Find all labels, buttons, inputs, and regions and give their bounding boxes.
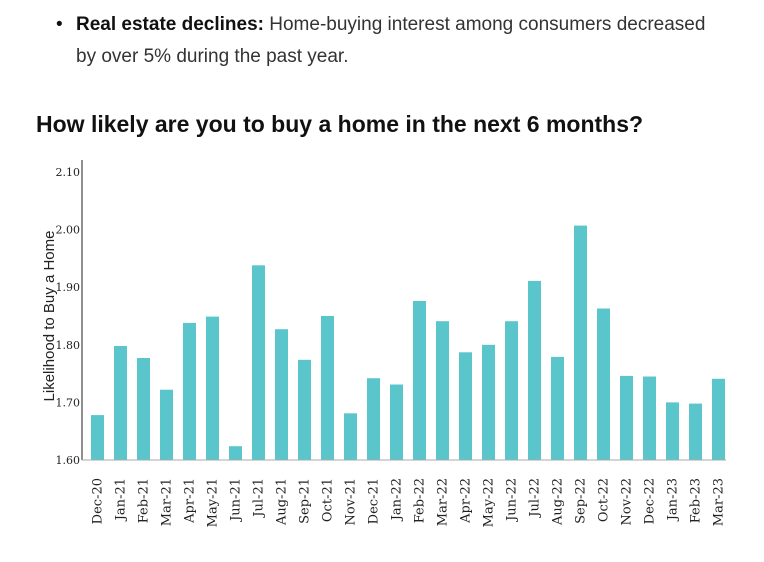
- x-tick-label: Jun-22: [505, 478, 520, 523]
- x-tick-label: May-22: [482, 478, 497, 527]
- bar-dec-21: [367, 378, 380, 460]
- bar-may-22: [482, 344, 495, 460]
- bar-dec-22: [643, 376, 656, 460]
- bar-jan-22: [390, 384, 403, 460]
- x-tick-label: Jan-22: [390, 478, 405, 522]
- bar-aug-22: [551, 356, 564, 460]
- bar-sep-22: [574, 225, 587, 460]
- bar-jun-22: [505, 321, 518, 460]
- x-tick-label: Sep-21: [298, 478, 313, 524]
- bar-mar-23: [712, 378, 725, 460]
- bullet-heading: Real estate declines:: [76, 14, 264, 35]
- bar-jul-21: [252, 265, 265, 460]
- x-tick-label: Mar-21: [160, 478, 175, 526]
- bar-apr-22: [459, 352, 472, 460]
- x-tick-label: Feb-22: [413, 478, 428, 523]
- bar-jan-21: [114, 346, 127, 460]
- x-tick-label: Apr-22: [459, 478, 474, 524]
- bullet-list: • Real estate declines: Home-buying inte…: [56, 9, 716, 73]
- bar-apr-21: [183, 322, 196, 460]
- bar-may-21: [206, 316, 219, 460]
- bars-layer: [91, 225, 725, 460]
- x-tick-label: Dec-21: [367, 478, 382, 524]
- chart-title: How likely are you to buy a home in the …: [36, 111, 644, 137]
- x-tick-label: Nov-22: [620, 478, 635, 525]
- bar-jun-21: [229, 446, 242, 460]
- y-axis-label: Likelihood to Buy a Home: [41, 231, 58, 402]
- bar-sep-21: [298, 359, 311, 460]
- x-tick-label: Aug-22: [551, 478, 566, 526]
- bar-jul-22: [528, 280, 541, 460]
- x-tick-label: Mar-22: [436, 478, 451, 526]
- x-tick-label: Feb-23: [689, 478, 704, 523]
- bar-oct-21: [321, 316, 334, 460]
- x-tick-label: Mar-23: [712, 478, 727, 526]
- x-tick-label: Jan-21: [114, 478, 129, 522]
- bar-aug-21: [275, 329, 288, 460]
- bullet-item-real-estate: • Real estate declines: Home-buying inte…: [56, 9, 716, 73]
- bar-nov-21: [344, 413, 357, 460]
- x-tick-label: Dec-20: [91, 478, 106, 524]
- bar-mar-22: [436, 321, 449, 460]
- bar-dec-20: [91, 415, 104, 460]
- x-tick-label: Nov-21: [344, 478, 359, 525]
- bullet-text: Home-buying interest among consumers dec…: [76, 14, 706, 67]
- x-tick-label: Dec-22: [643, 478, 658, 524]
- x-tick-label: Jul-22: [528, 478, 543, 519]
- x-ticks: Dec-20 Jan-21 Feb-21 Mar-21 Apr-21 May-21 Jun-…: [91, 478, 727, 527]
- x-tick-label: May-21: [206, 478, 221, 527]
- bar-feb-23: [689, 403, 702, 460]
- bar-jan-23: [666, 402, 679, 460]
- y-tick-label: 1.90: [56, 281, 81, 294]
- bar-oct-22: [597, 308, 610, 460]
- y-tick-label: 2.10: [56, 166, 81, 179]
- bullet-dot-icon: •: [56, 14, 63, 35]
- x-tick-label: Jul-21: [252, 478, 267, 519]
- x-tick-label: Jan-23: [666, 478, 681, 522]
- y-ticks: 1.60 1.70 1.80 1.90 2.00 2.10: [56, 166, 81, 467]
- bar-nov-22: [620, 375, 633, 460]
- bar-feb-22: [413, 301, 426, 460]
- x-tick-label: Sep-22: [574, 478, 589, 524]
- y-tick-label: 1.60: [56, 454, 81, 467]
- y-tick-label: 2.00: [56, 224, 81, 237]
- x-tick-label: Apr-21: [183, 478, 198, 524]
- y-tick-label: 1.70: [56, 396, 81, 409]
- x-tick-label: Oct-22: [597, 478, 612, 522]
- x-tick-label: Feb-21: [137, 478, 152, 523]
- y-tick-label: 1.80: [56, 339, 81, 352]
- bar-mar-21: [160, 389, 173, 460]
- x-tick-label: Aug-21: [275, 478, 290, 526]
- bar-feb-21: [137, 358, 150, 460]
- x-tick-label: Oct-21: [321, 478, 336, 522]
- x-tick-label: Jun-21: [229, 478, 244, 523]
